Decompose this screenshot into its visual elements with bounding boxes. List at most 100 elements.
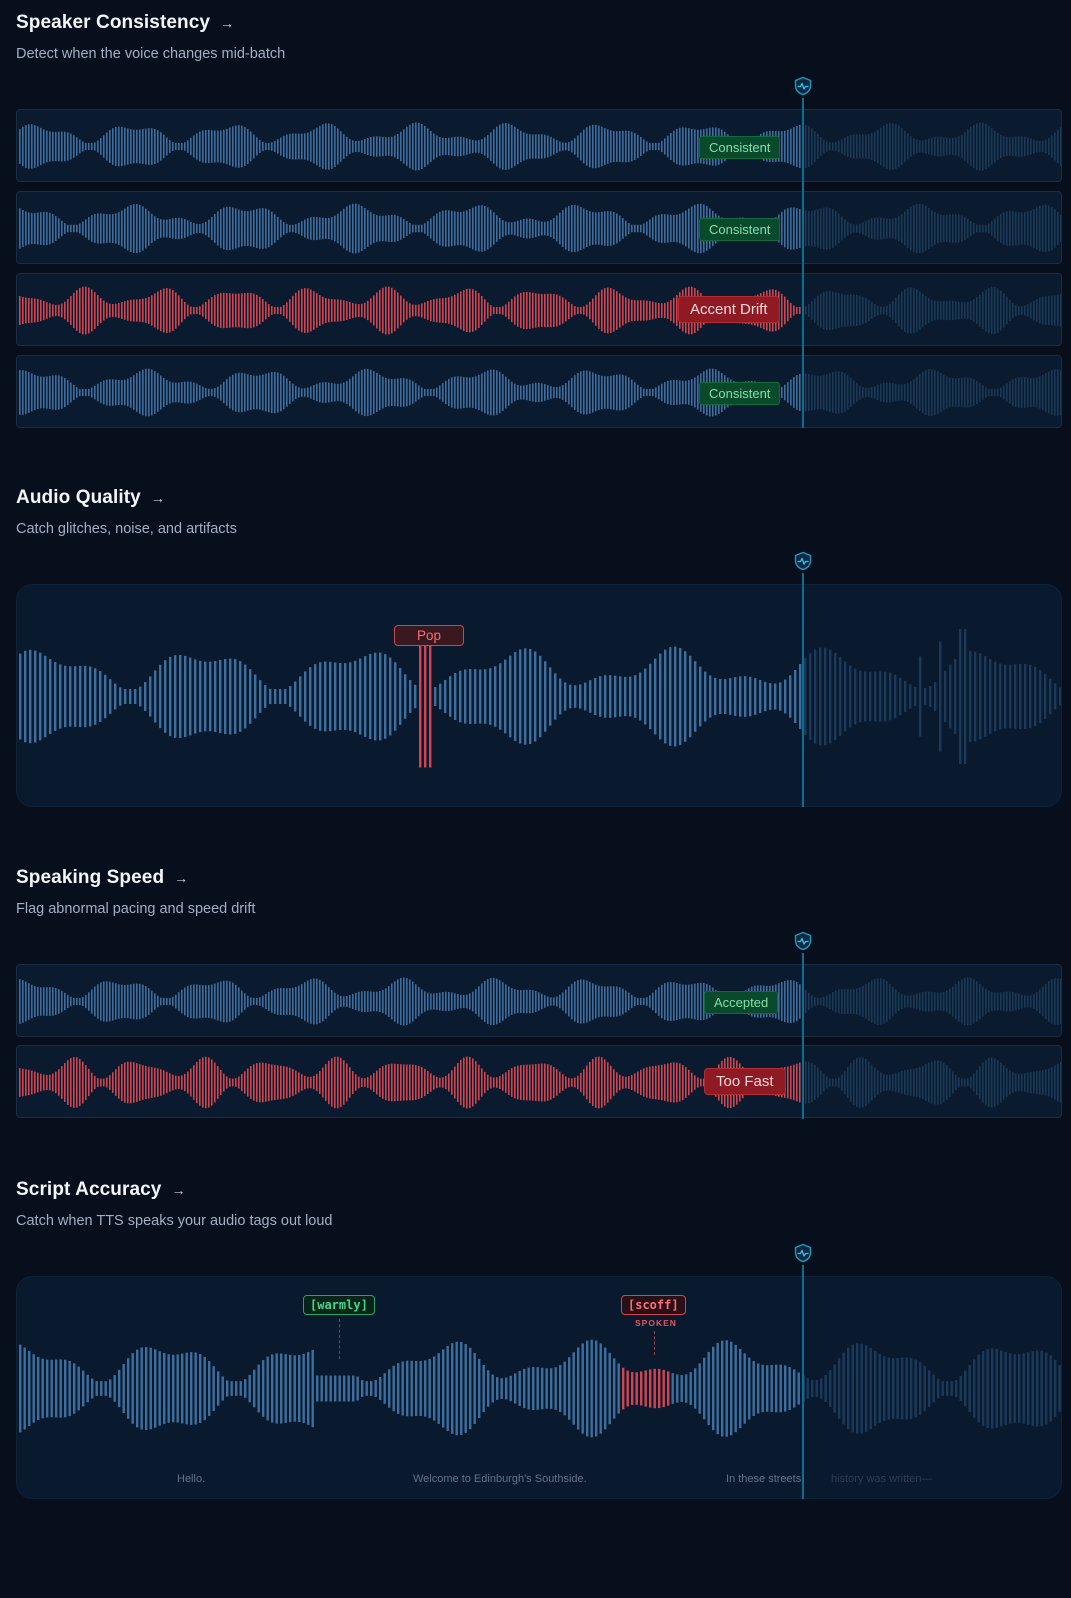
- waveform-bar: [271, 1064, 273, 1101]
- waveform-bar: [160, 1069, 162, 1096]
- playhead[interactable]: [802, 1265, 804, 1499]
- playhead[interactable]: [802, 98, 804, 428]
- waveform-bar: [592, 124, 594, 169]
- waveform-bar: [34, 374, 36, 411]
- speed-track-2[interactable]: Too Fast: [16, 1045, 1062, 1118]
- waveform-bar: [847, 375, 849, 410]
- speaker-track-4[interactable]: Consistent: [16, 355, 1062, 428]
- waveform-bar: [91, 1378, 94, 1399]
- waveform-bar: [160, 219, 162, 238]
- waveform-bar: [343, 300, 345, 321]
- speaker-track-1[interactable]: Consistent: [16, 109, 1062, 182]
- waveform-bar: [193, 223, 195, 234]
- waveform-bar: [433, 133, 435, 160]
- waveform-bar: [361, 369, 363, 416]
- waveform-bar: [469, 288, 471, 333]
- waveform-bar: [61, 1066, 63, 1099]
- waveform-bar: [400, 378, 402, 407]
- speaking-speed-header-link[interactable]: Speaking Speed →: [16, 867, 188, 889]
- waveform-bar: [967, 1078, 969, 1087]
- audio-quality-track[interactable]: Pop: [16, 584, 1062, 807]
- waveform-bar: [688, 128, 690, 165]
- waveform-bar: [346, 1063, 348, 1102]
- waveform-bar: [1054, 1065, 1056, 1100]
- waveform-bar: [310, 131, 312, 162]
- waveform-bar: [355, 203, 357, 254]
- waveform-bar: [489, 668, 492, 725]
- script-accuracy-header-link[interactable]: Script Accuracy →: [16, 1179, 185, 1201]
- waveform-bar: [799, 1062, 801, 1103]
- waveform-bar: [463, 376, 465, 409]
- waveform-bar: [28, 372, 30, 413]
- waveform-bar: [928, 369, 930, 416]
- waveform-bar: [841, 216, 843, 241]
- waveform-bar: [714, 677, 717, 716]
- waveform-bar: [439, 137, 441, 156]
- waveform-bar: [148, 368, 150, 417]
- audio-tag-warmly[interactable]: [warmly]: [303, 1295, 375, 1315]
- waveform-bar: [556, 1069, 558, 1096]
- waveform-bar: [469, 377, 471, 408]
- waveform-bar: [796, 125, 798, 168]
- waveform-bar: [967, 377, 969, 408]
- waveform-bar: [835, 1078, 837, 1087]
- waveform-bar: [604, 211, 606, 246]
- waveform-bar: [397, 1363, 400, 1414]
- waveform-bar: [373, 991, 375, 1012]
- playhead[interactable]: [802, 953, 804, 1119]
- waveform-bar: [832, 142, 834, 151]
- waveform-bar: [451, 210, 453, 247]
- waveform-bar: [262, 995, 264, 1008]
- speaker-track-3[interactable]: Accent Drift: [16, 273, 1062, 346]
- waveform-bar: [370, 212, 372, 245]
- waveform-bar: [394, 215, 396, 242]
- waveform-bar: [478, 1064, 480, 1101]
- waveform-bar: [707, 1351, 710, 1426]
- waveform-bar: [73, 997, 75, 1006]
- waveform-bar: [412, 304, 414, 317]
- waveform-bar: [331, 990, 333, 1013]
- waveform-bar: [868, 134, 870, 159]
- waveform-bar: [622, 130, 624, 163]
- waveform-bar: [442, 992, 444, 1011]
- waveform-bar: [549, 667, 552, 726]
- audio-quality-header-link[interactable]: Audio Quality →: [16, 487, 165, 509]
- waveform-bar: [139, 371, 141, 414]
- waveform-bar: [547, 385, 549, 400]
- waveform-bar: [1039, 141, 1041, 152]
- waveform-bar: [418, 304, 420, 317]
- waveform-bar: [145, 986, 147, 1017]
- waveform-bar: [50, 1359, 53, 1418]
- waveform-bar: [271, 306, 273, 315]
- speed-track-1[interactable]: Accepted: [16, 964, 1062, 1037]
- waveform-bar: [709, 675, 712, 718]
- speaker-consistency-header-link[interactable]: Speaker Consistency →: [16, 12, 234, 34]
- waveform-bar: [502, 123, 504, 170]
- script-accuracy-track[interactable]: [warmly] [scoff] SPOKEN Hello. Welcome t…: [16, 1276, 1062, 1499]
- waveform-bar: [653, 1368, 656, 1409]
- waveform-bar: [481, 373, 483, 412]
- status-badge: Accent Drift: [678, 296, 780, 323]
- playhead[interactable]: [802, 573, 804, 807]
- waveform-bar: [649, 142, 651, 151]
- waveform-bar: [505, 221, 507, 236]
- waveform-bar: [469, 1347, 472, 1430]
- waveform-bar: [871, 133, 873, 160]
- waveform-bar: [190, 137, 192, 156]
- speaker-track-2[interactable]: Consistent: [16, 191, 1062, 264]
- waveform-bar: [622, 218, 624, 239]
- waveform-bar: [766, 1365, 769, 1412]
- waveform-bar: [842, 1352, 845, 1425]
- waveform-bar: [973, 1073, 975, 1092]
- waveform-bar: [388, 286, 390, 335]
- waveform-bar: [1060, 294, 1061, 327]
- waveform-bar: [322, 296, 324, 325]
- waveform-bar: [895, 383, 897, 402]
- waveform-bar: [790, 302, 792, 319]
- waveform-bar: [154, 216, 156, 241]
- audio-tag-scoff[interactable]: [scoff]: [621, 1295, 686, 1315]
- waveform-bar: [469, 209, 471, 248]
- waveform-bar: [433, 1075, 435, 1090]
- waveform-bar: [901, 1071, 903, 1094]
- waveform-bar: [511, 298, 513, 323]
